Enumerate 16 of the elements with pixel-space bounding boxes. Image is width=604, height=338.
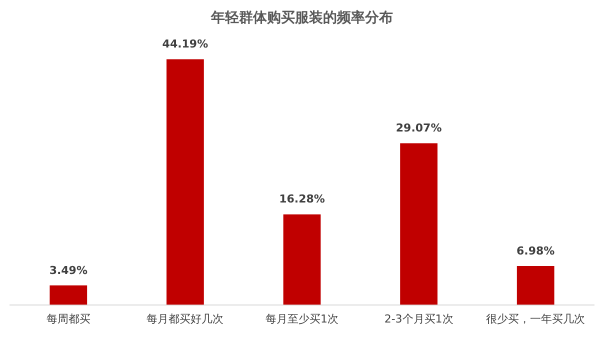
data-label: 3.49% — [49, 264, 88, 277]
data-label: 16.28% — [279, 192, 325, 206]
chart-title: 年轻群体购买服装的频率分布 — [210, 9, 393, 26]
data-label: 29.07% — [396, 122, 442, 135]
bar — [400, 143, 438, 305]
bar — [283, 214, 321, 305]
x-tick-label: 每月都买好几次 — [146, 312, 224, 326]
bar — [166, 59, 204, 305]
x-tick-label: 很少买，一年买几次 — [486, 312, 586, 326]
bar — [50, 285, 88, 305]
x-tick-label: 2-3个月买1次 — [384, 312, 454, 326]
data-label: 44.19% — [162, 38, 208, 51]
data-label: 6.98% — [516, 244, 555, 258]
bar — [516, 266, 554, 305]
x-tick-label: 每月至少买1次 — [266, 312, 338, 326]
x-tick-label: 每周都买 — [46, 312, 90, 326]
